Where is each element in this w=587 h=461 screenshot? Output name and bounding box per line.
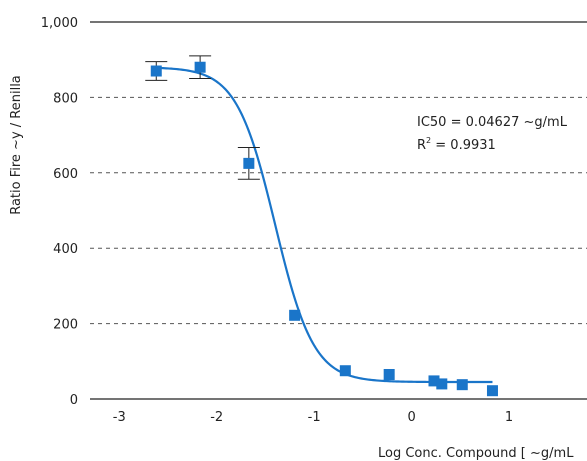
tick-layer: 0 200 400 600 800 1,000 -3 -2 -1 0 1: [41, 16, 513, 425]
x-tick-label: -2: [210, 410, 223, 425]
x-tick-label: 1: [505, 410, 513, 425]
y-tick-label: 600: [53, 167, 78, 182]
grid-layer: [90, 21, 587, 400]
data-point: [150, 65, 162, 77]
data-point: [456, 379, 468, 391]
data-point: [486, 385, 498, 397]
error-bar-layer: [145, 55, 260, 180]
point-layer: [150, 61, 498, 397]
y-axis-title: Ratio Fire ~y / Renilla: [9, 75, 24, 215]
ic50-annotation: IC50 = 0.04627 ~g/mL: [417, 115, 568, 130]
y-tick-label: 200: [53, 318, 78, 333]
data-point: [428, 375, 440, 387]
data-point: [339, 365, 351, 377]
y-tick-label: 1,000: [41, 16, 78, 31]
y-tick-label: 400: [53, 242, 78, 257]
data-point: [243, 157, 255, 169]
r-squared-r: R: [417, 138, 426, 153]
x-tick-label: 0: [407, 410, 415, 425]
y-tick-label: 0: [70, 393, 78, 408]
data-point: [383, 368, 395, 380]
data-point: [436, 378, 448, 390]
x-axis-title: Log Conc. Compound [ ~g/mL: [378, 446, 574, 461]
r-squared-annotation: R2 = 0.9931: [417, 136, 496, 153]
x-tick-label: -1: [308, 410, 321, 425]
r-squared-superscript: 2: [426, 136, 431, 145]
y-tick-label: 800: [53, 91, 78, 106]
x-tick-label: -3: [113, 410, 126, 425]
data-point: [194, 61, 206, 73]
r-squared-value: = 0.9931: [431, 138, 496, 153]
data-point: [289, 309, 301, 321]
